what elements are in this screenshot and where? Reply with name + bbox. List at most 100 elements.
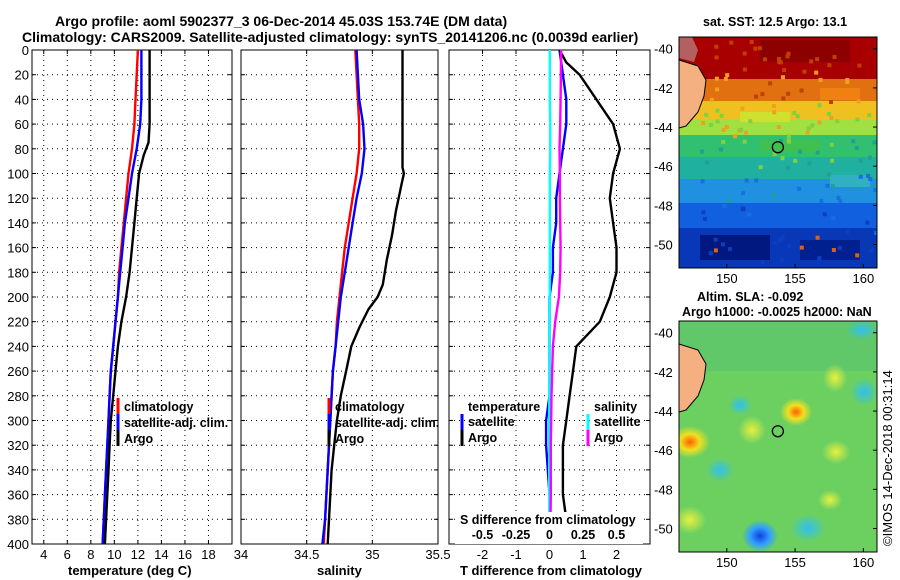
map-lon-label: 160 xyxy=(852,271,874,286)
sst-pixel xyxy=(714,76,719,81)
xtick-label: 10 xyxy=(107,547,121,562)
s-difference-label: S difference from climatology xyxy=(460,513,636,527)
sst-pixel xyxy=(814,70,819,75)
sst-pixel xyxy=(830,158,835,163)
sst-pixel xyxy=(760,259,765,264)
sst-pixel xyxy=(793,158,798,163)
legend-temperature-title: temperature xyxy=(468,400,540,414)
sla-map-title-line-2: Argo h1000: -0.0025 h2000: NaN xyxy=(682,305,872,319)
sst-pixel xyxy=(831,216,836,220)
sst-pixel xyxy=(865,220,870,225)
depth-tick-label: 0 xyxy=(22,43,29,58)
sst-pixel xyxy=(858,158,863,163)
sst-pixel xyxy=(845,80,850,85)
sst-pixel xyxy=(817,103,822,108)
depth-ticks: 0 20 40 60 80 100 120 140 160 180 200 220 240 260 280 3… xyxy=(7,43,29,552)
sst-map-title: sat. SST: 12.5 Argo: 13.1 xyxy=(703,15,847,29)
sst-pixel xyxy=(837,245,842,250)
sst-pixel xyxy=(826,112,831,116)
difference-panel: -2 -1 0 1 2 S difference from climatology -0… xyxy=(448,49,651,578)
depth-tick-label: 280 xyxy=(7,389,29,404)
legend-argo-label: Argo xyxy=(335,432,365,446)
sst-pixel xyxy=(829,142,834,147)
depth-tick-label: 320 xyxy=(7,438,29,453)
sst-pixel xyxy=(773,241,777,246)
xtick-label: 0 xyxy=(546,547,553,562)
legend-argo-label: Argo xyxy=(124,432,154,446)
sst-pixel xyxy=(740,106,745,111)
sst-pixel xyxy=(727,247,732,252)
sst-pixel xyxy=(807,161,812,166)
sst-pixel xyxy=(856,99,861,104)
depth-tick-label: 100 xyxy=(7,167,29,182)
xtick-label: 8 xyxy=(87,547,94,562)
legend-t-argo-label: Argo xyxy=(468,431,498,445)
sst-pixel xyxy=(835,119,840,124)
difference-xlabel: T difference from climatology xyxy=(460,563,643,578)
sst-pixel xyxy=(758,165,763,170)
series-satellite-adj-clim- xyxy=(321,50,366,544)
sst-pixel xyxy=(777,60,782,65)
argo-location-marker xyxy=(771,425,785,438)
sst-pixel xyxy=(753,46,758,51)
sst-pixel xyxy=(739,127,744,132)
sst-pixel xyxy=(744,178,749,183)
depth-tick-label: 220 xyxy=(7,315,29,330)
map-lat-label: -44 xyxy=(654,120,673,135)
sst-pixel xyxy=(713,237,718,242)
xtick-label: 16 xyxy=(178,547,192,562)
sst-pixel xyxy=(747,212,752,217)
sst-pixel xyxy=(868,177,873,182)
s-diff-tick-label: 0 xyxy=(546,528,553,542)
sst-pixel xyxy=(799,88,804,93)
sst-pixel xyxy=(700,149,704,154)
map-lon-label: 150 xyxy=(716,555,738,570)
sst-pixel xyxy=(715,108,720,113)
s-diff-axis-box xyxy=(455,512,643,544)
map-lat-label: -46 xyxy=(654,443,673,458)
temperature-ticks: 4 6 8 10 12 14 16 18 xyxy=(40,547,216,562)
sst-pixel xyxy=(709,97,714,102)
map-lat-label: -42 xyxy=(654,365,673,380)
salinity-lines xyxy=(321,50,406,544)
s-diff-tick-label: 0.5 xyxy=(608,528,625,542)
legend-s-argo-label: Argo xyxy=(594,431,624,445)
title-line-1: Argo profile: aoml 5902377_3 06-Dec-2014… xyxy=(55,13,507,29)
xtick-label: 12 xyxy=(131,547,145,562)
sla-map-frame xyxy=(678,320,878,553)
map-lat-label: -44 xyxy=(654,404,673,419)
sst-pixel xyxy=(818,77,823,82)
sst-pixel xyxy=(742,67,747,72)
xtick-label: 6 xyxy=(64,547,71,562)
sst-pixel xyxy=(701,210,706,215)
depth-tick-label: 40 xyxy=(15,92,29,107)
series-argo xyxy=(103,50,151,544)
legend-t-satellite-label: satellite xyxy=(468,415,515,429)
s-difference-ticks: -0.5 -0.25 0 0.25 0.5 xyxy=(472,528,626,542)
sst-pixel xyxy=(867,155,872,160)
sst-pixel xyxy=(781,75,785,80)
sst-pixel xyxy=(829,116,834,120)
xtick-label: -1 xyxy=(510,547,522,562)
sst-pixel xyxy=(809,59,814,64)
s-diff-tick-label: -0.5 xyxy=(472,528,494,542)
s-difference-legend: salinity satellite Argo xyxy=(586,400,641,446)
sst-pixel xyxy=(724,125,729,129)
map-lat-label: -40 xyxy=(654,42,673,57)
legend-salinity-title: salinity xyxy=(594,400,637,414)
sst-map-ticks: 150 155 160 -40 -42 -44 -46 -48 -50 xyxy=(654,42,877,286)
sst-pixel xyxy=(866,174,871,178)
sst-pixel xyxy=(851,139,856,144)
sst-pixel xyxy=(826,172,831,177)
sst-pixel xyxy=(713,248,718,253)
sst-pixel xyxy=(799,245,804,250)
sst-pixel xyxy=(754,178,759,183)
depth-tick-label: 240 xyxy=(7,339,29,354)
sst-pixel xyxy=(855,117,860,122)
map-lat-label: -50 xyxy=(654,238,673,253)
legend-climatology-label: climatology xyxy=(124,400,194,414)
argo-location-marker xyxy=(771,141,785,154)
sst-pixel xyxy=(725,73,730,78)
sst-pixel xyxy=(857,63,862,68)
sst-pixel xyxy=(825,183,830,188)
